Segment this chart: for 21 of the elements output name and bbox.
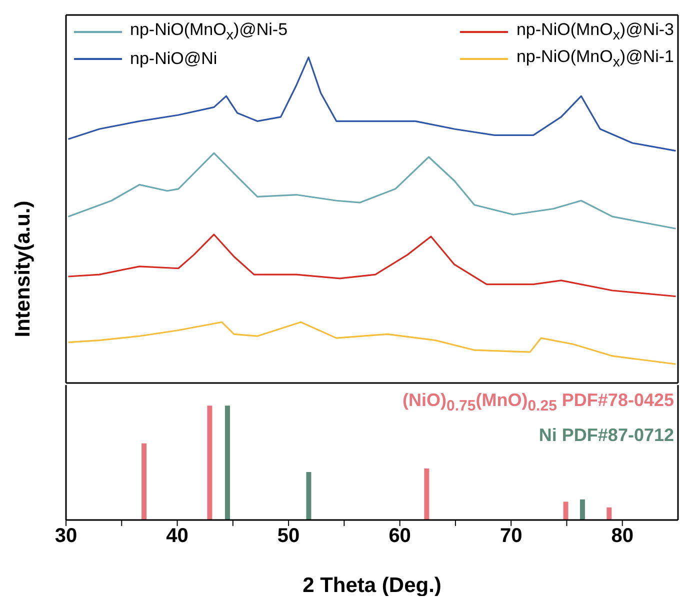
x-tick-label: 60 xyxy=(388,525,411,548)
bar xyxy=(580,499,585,520)
bar xyxy=(606,507,612,520)
bar xyxy=(306,472,312,520)
bar xyxy=(142,443,147,520)
bar xyxy=(225,406,230,520)
x-tick-label: 50 xyxy=(277,525,300,548)
text: Ni PDF#87-0712 xyxy=(538,424,674,446)
bar xyxy=(424,468,430,520)
x-tick-label: 80 xyxy=(611,525,634,548)
bar xyxy=(207,406,212,520)
bar xyxy=(563,502,568,520)
legend-label: np-NiO(MnO$_{x}$)@Ni-1 xyxy=(516,47,674,71)
legend-label: np-NiO(MnO$_{x}$)@Ni-3 xyxy=(516,20,674,44)
x-tick-label: 40 xyxy=(166,525,188,548)
x-tick-label: 70 xyxy=(500,525,522,548)
y-axis-title: Intensity(a.u.) xyxy=(11,200,34,338)
legend-label: np-NiO(MnO$_{x}$)@Ni-5 xyxy=(130,20,288,44)
text: (NiO)$_{0.75}$(MnO)$_{0.25}$ PDF#78-0425 xyxy=(402,390,674,415)
legend-label: np-NiO@Ni xyxy=(130,49,218,70)
x-tick-label: 30 xyxy=(54,525,78,548)
